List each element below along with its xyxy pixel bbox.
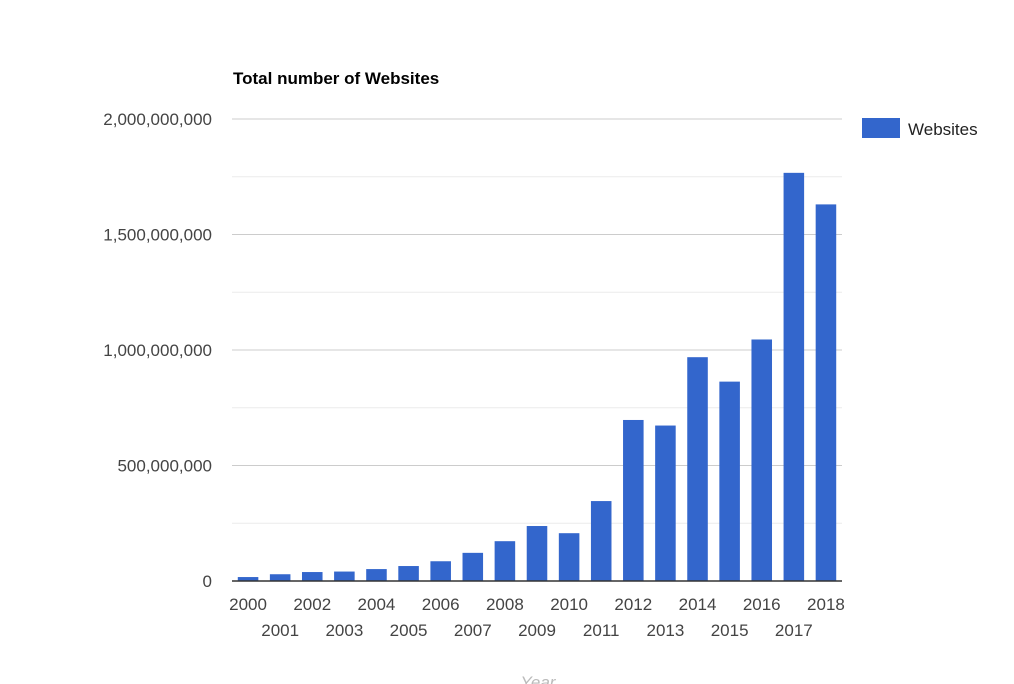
y-tick-label: 1,500,000,000 [103, 226, 212, 245]
y-tick-label: 2,000,000,000 [103, 110, 212, 129]
x-tick-label: 2016 [743, 595, 781, 614]
x-tick-label: 2017 [775, 621, 813, 640]
x-tick-label: 2009 [518, 621, 556, 640]
legend-label-websites: Websites [908, 120, 978, 139]
x-tick-label: 2003 [325, 621, 363, 640]
x-tick-label: 2014 [679, 595, 717, 614]
bars [237, 172, 837, 581]
x-tick-label: 2018 [807, 595, 845, 614]
bar-2009[interactable] [526, 526, 548, 581]
x-tick-label: 2012 [614, 595, 652, 614]
bar-2002[interactable] [301, 572, 323, 581]
bar-2011[interactable] [590, 501, 612, 581]
y-tick-label: 0 [203, 572, 212, 591]
legend[interactable]: Websites [862, 118, 978, 139]
x-axis-label: Year [521, 673, 557, 684]
x-tick-label: 2015 [711, 621, 749, 640]
bar-2017[interactable] [783, 172, 805, 581]
bar-2016[interactable] [751, 339, 773, 581]
x-tick-label: 2000 [229, 595, 267, 614]
bar-2018[interactable] [815, 204, 837, 581]
x-tick-label: 2008 [486, 595, 524, 614]
x-tick-label: 2005 [390, 621, 428, 640]
x-tick-label: 2001 [261, 621, 299, 640]
bar-2008[interactable] [494, 541, 516, 581]
x-tick-label: 2006 [422, 595, 460, 614]
x-tick-label: 2002 [293, 595, 331, 614]
bar-2012[interactable] [623, 419, 644, 581]
chart-title: Total number of Websites [233, 69, 439, 88]
bar-2004[interactable] [366, 569, 387, 581]
y-tick-label: 500,000,000 [117, 457, 212, 476]
bar-2014[interactable] [687, 357, 708, 581]
x-tick-label: 2011 [583, 621, 620, 640]
bar-2015[interactable] [719, 381, 740, 581]
bar-2001[interactable] [269, 574, 291, 581]
bar-2003[interactable] [334, 571, 355, 581]
bar-2000[interactable] [237, 577, 259, 581]
x-axis-ticks: 2000 2001 2002 2003 2004 2005 2006 2007 2008 2009… [229, 595, 845, 640]
bar-2013[interactable] [655, 425, 676, 581]
x-tick-label: 2007 [454, 621, 492, 640]
y-axis-ticks: 0 500,000,000 1,000,000,000 1,500,000,000 2,… [103, 110, 212, 591]
y-tick-label: 1,000,000,000 [103, 341, 212, 360]
bar-2006[interactable] [430, 561, 451, 581]
bar-2010[interactable] [558, 533, 580, 581]
bar-2007[interactable] [462, 552, 484, 581]
x-tick-label: 2010 [550, 595, 588, 614]
x-tick-label: 2013 [647, 621, 685, 640]
gridlines [232, 118, 842, 524]
x-tick-label: 2004 [358, 595, 396, 614]
legend-swatch-websites [862, 118, 900, 138]
bar-2005[interactable] [398, 566, 419, 581]
